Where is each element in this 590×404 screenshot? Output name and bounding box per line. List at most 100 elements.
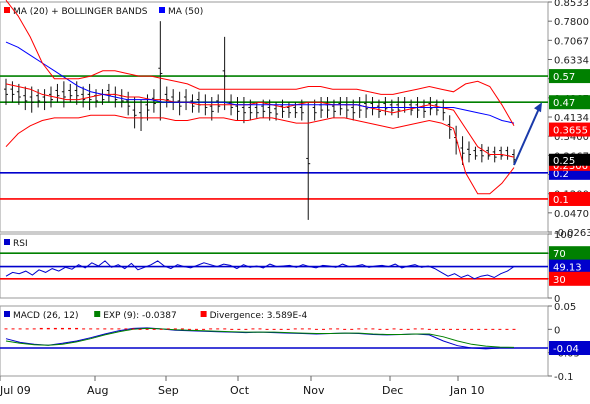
divergence-bar xyxy=(463,328,467,330)
legend-label: RSI xyxy=(13,239,28,249)
divergence-bar xyxy=(279,328,283,330)
divergence-bar xyxy=(237,328,241,330)
price-panel: 0.85330.78000.70670.63340.56000.48670.41… xyxy=(0,0,590,239)
divergence-bar xyxy=(491,328,495,330)
divergence-bar xyxy=(427,328,431,330)
divergence-bar xyxy=(406,328,410,330)
divergence-bar xyxy=(145,328,149,330)
divergence-bar xyxy=(195,328,198,330)
forecast-arrowhead xyxy=(534,102,542,113)
divergence-bar xyxy=(413,328,417,330)
divergence-bar xyxy=(4,328,8,330)
divergence-bar xyxy=(244,328,248,330)
series-line xyxy=(5,83,515,158)
level-tag-label: 0.1 xyxy=(553,195,569,206)
level-tag-label: 0.47 xyxy=(553,98,575,109)
divergence-bar xyxy=(209,328,213,330)
x-tick-label: Oct xyxy=(230,384,250,397)
y-tick-label: 0.6334 xyxy=(554,56,589,67)
divergence-bar xyxy=(392,328,396,330)
level-tag xyxy=(549,153,590,166)
level-tag-label: 70 xyxy=(553,249,566,260)
y-tick-label: 0.05 xyxy=(554,302,576,313)
divergence-bar xyxy=(159,328,163,330)
divergence-bar xyxy=(336,328,340,330)
forecast-arrow xyxy=(513,105,541,166)
divergence-bar xyxy=(117,328,121,330)
legend-label: MA (50) xyxy=(168,7,203,17)
legend-label: MA (20) + BOLLINGER BANDS xyxy=(13,7,148,17)
series-line xyxy=(5,114,515,195)
legend-swatch xyxy=(4,7,10,13)
divergence-bar xyxy=(441,328,445,330)
divergence-bar xyxy=(251,328,255,330)
level-tag-label: 0.2306 xyxy=(553,161,588,172)
divergence-bar xyxy=(434,328,438,330)
x-tick-label: Dec xyxy=(382,384,403,397)
divergence-bar xyxy=(286,328,290,330)
level-tag xyxy=(549,69,590,84)
divergence-bar xyxy=(505,328,509,330)
divergence-bar xyxy=(75,327,79,330)
plot-frame xyxy=(0,1,549,233)
divergence-bar xyxy=(343,328,347,330)
y-tick-label: 0 xyxy=(554,325,560,336)
divergence-bar xyxy=(329,328,333,330)
level-tag-label: 49.13 xyxy=(553,263,582,274)
level-tag xyxy=(549,271,590,286)
divergence-bar xyxy=(449,328,452,330)
level-tag-label: 0.2 xyxy=(553,169,569,180)
divergence-bar xyxy=(230,328,234,330)
divergence-bar xyxy=(46,327,50,330)
level-tag-label: -0.04 xyxy=(553,344,579,355)
legend-swatch xyxy=(94,311,101,317)
divergence-bar xyxy=(82,328,86,330)
legend-swatch xyxy=(4,311,10,317)
x-tick-label: Nov xyxy=(303,384,325,397)
series-line xyxy=(5,0,515,127)
y-tick-label: -0.1 xyxy=(554,372,574,383)
divergence-bar xyxy=(378,328,382,330)
divergence-bar xyxy=(131,328,135,330)
level-tag xyxy=(549,259,590,274)
level-tag-label: 30 xyxy=(553,275,566,286)
divergence-bar xyxy=(272,328,276,330)
level-tag-label: 0.3655 xyxy=(553,126,588,137)
level-tag xyxy=(549,246,590,261)
divergence-bar xyxy=(180,328,184,330)
divergence-bar xyxy=(223,328,227,330)
legend-label: EXP (9): -0.0387 xyxy=(103,311,177,321)
x-tick-label: Jan 10 xyxy=(449,384,484,397)
y-tick-label: 0.7067 xyxy=(554,36,589,47)
series-line xyxy=(5,260,515,280)
legend-swatch xyxy=(159,7,165,13)
divergence-bar xyxy=(53,327,57,330)
divergence-bar xyxy=(357,328,361,330)
x-tick-label: Aug xyxy=(87,384,108,397)
divergence-bar xyxy=(166,328,170,330)
divergence-bar xyxy=(110,328,114,330)
y-tick-label: 0.3400 xyxy=(554,132,589,143)
level-tag xyxy=(549,191,590,206)
y-tick-label: -0.0263 xyxy=(554,228,590,239)
divergence-bar xyxy=(103,328,107,330)
y-tick-label: 0.0470 xyxy=(554,209,589,220)
level-tag-label: 0.25 xyxy=(553,156,575,167)
level-tag-label: 0.57 xyxy=(553,72,575,83)
legend-label: Divergence: 3.589E-4 xyxy=(210,311,308,321)
divergence-bar xyxy=(202,328,206,330)
divergence-bar xyxy=(124,328,128,330)
y-tick-label: 0 xyxy=(554,294,560,305)
divergence-bar xyxy=(512,328,516,330)
divergence-bar xyxy=(216,328,220,330)
divergence-bar xyxy=(477,328,481,330)
y-tick-label: 0.8533 xyxy=(554,0,589,9)
legend-label: MACD (26, 12) xyxy=(13,311,79,321)
divergence-bar xyxy=(258,328,262,330)
divergence-bar xyxy=(138,328,142,330)
divergence-bar xyxy=(420,328,424,330)
y-tick-label: 0.4134 xyxy=(554,113,589,124)
